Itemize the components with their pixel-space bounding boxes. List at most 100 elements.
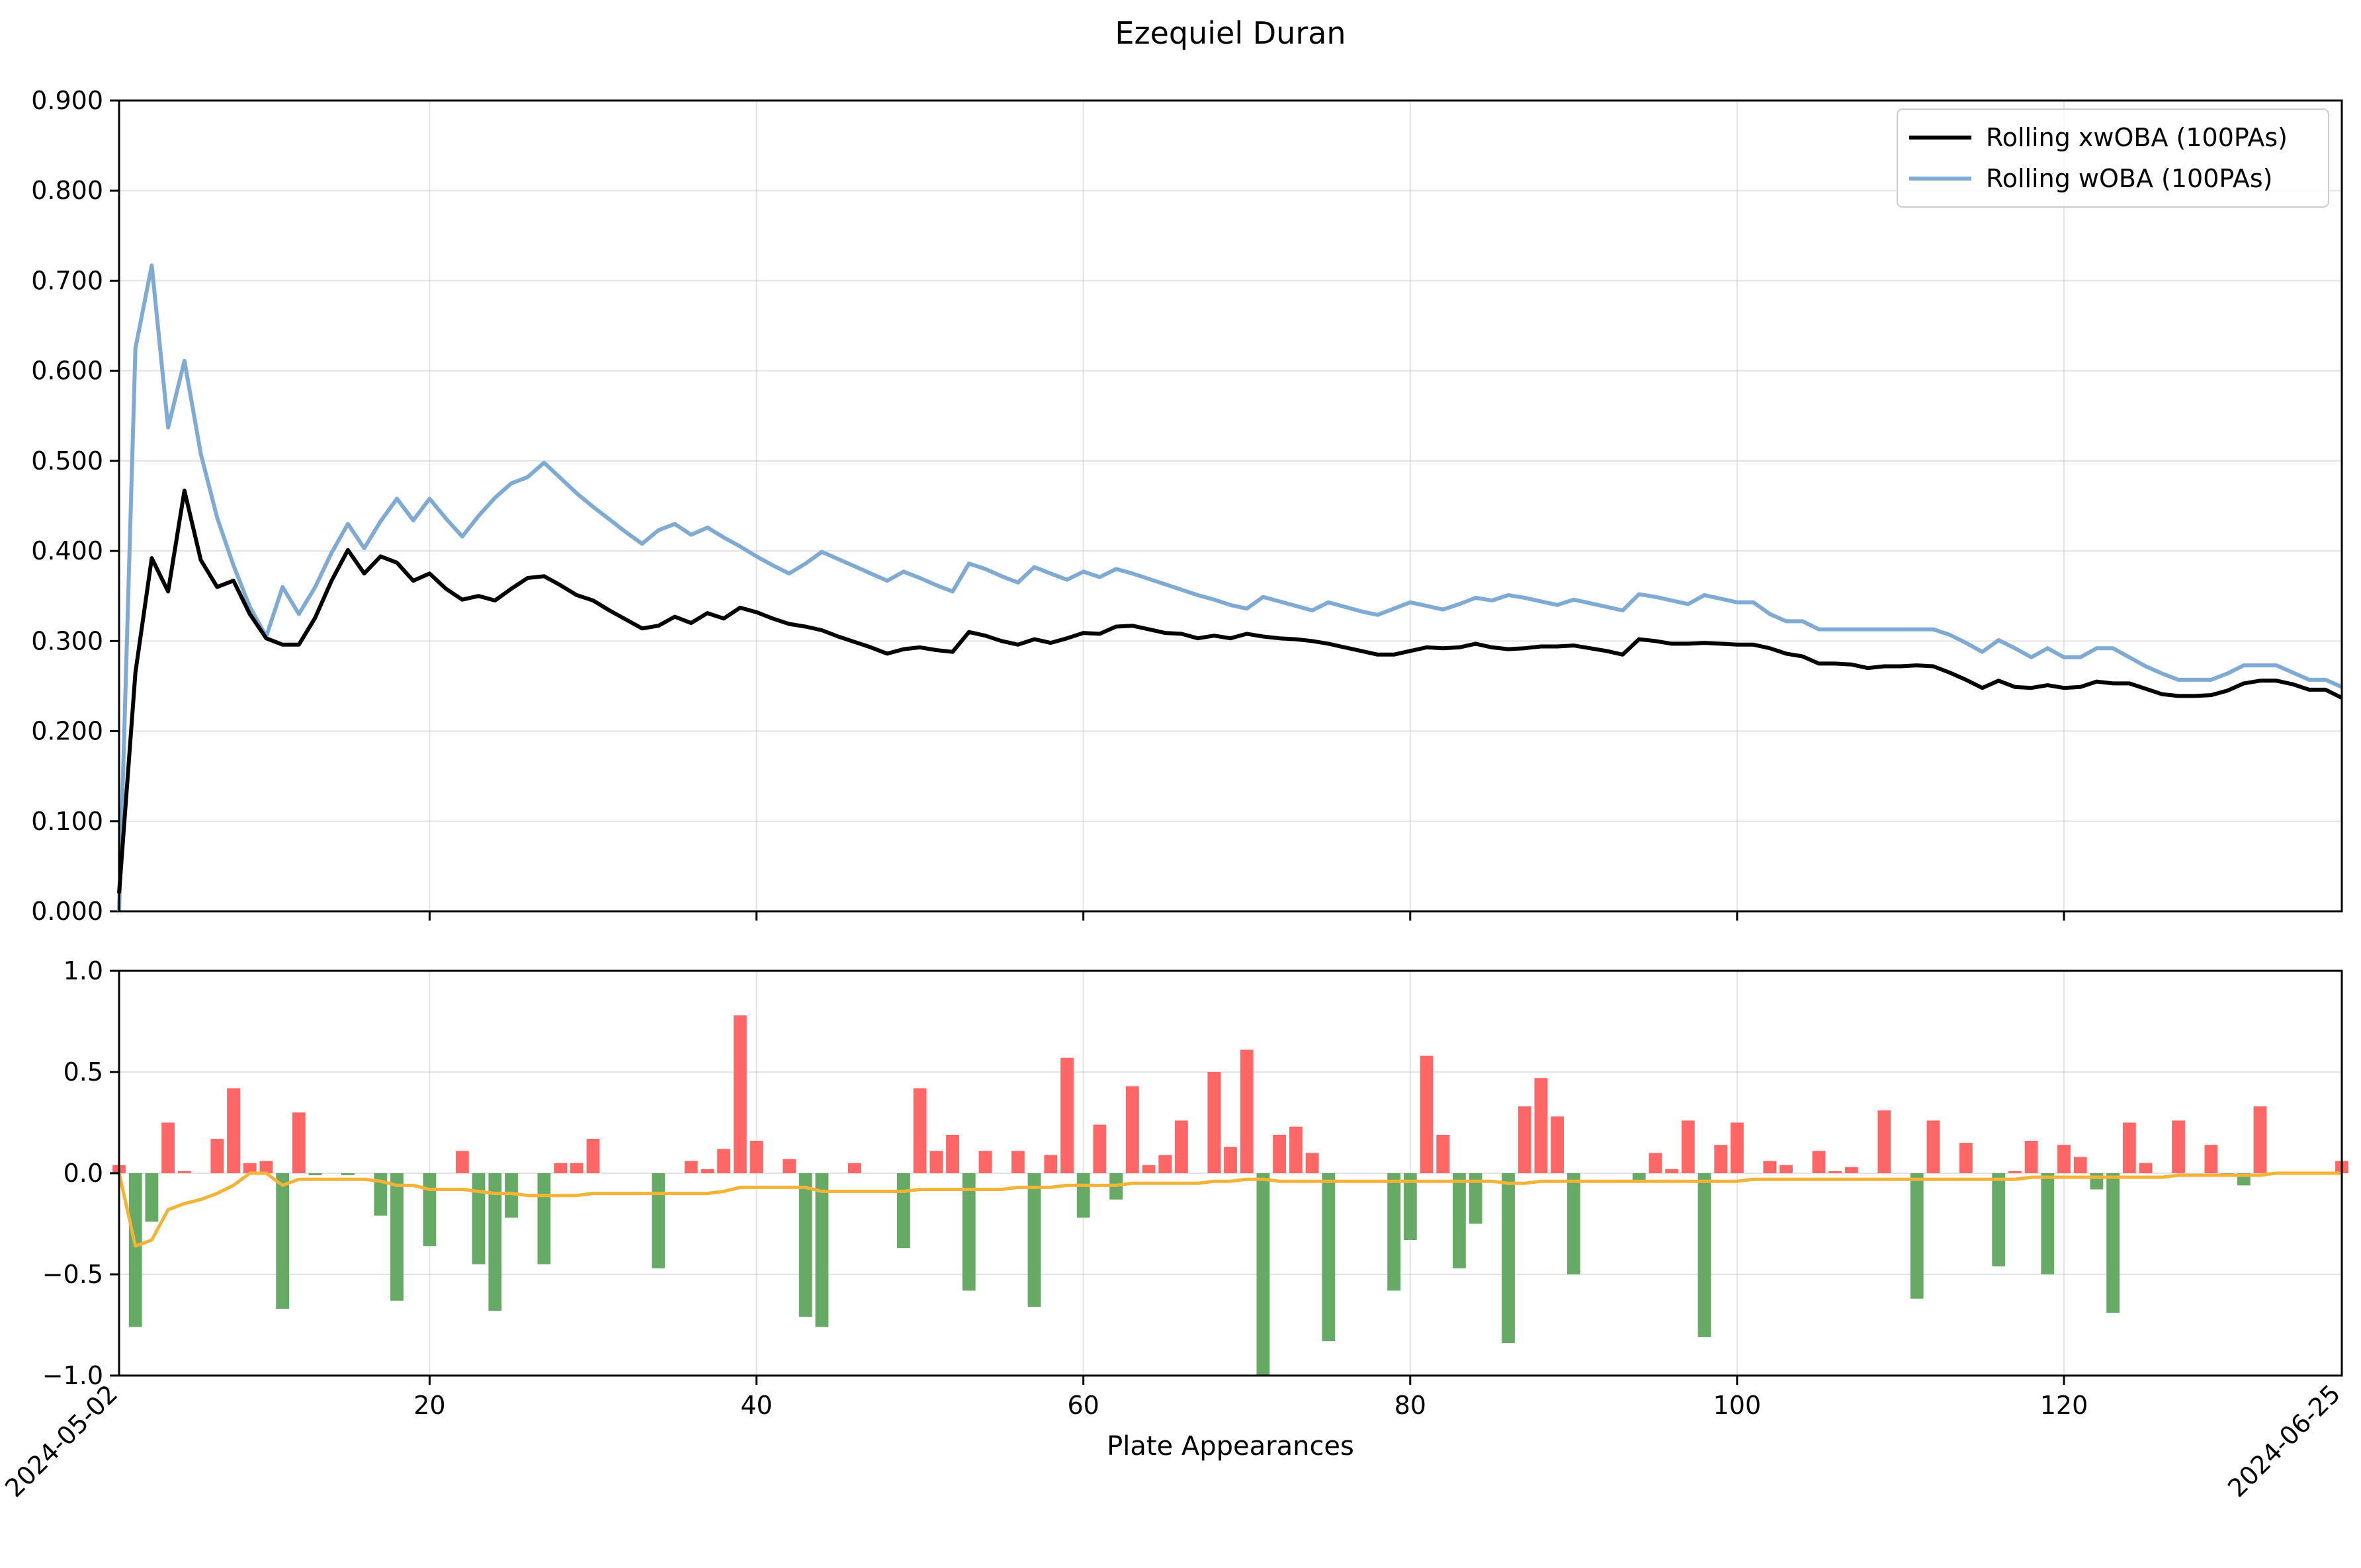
legend-label-xwoba: Rolling xwOBA (100PAs) [1986,123,2288,152]
diff-bar [733,1015,747,1173]
rolling-diff-line [117,1171,2342,1248]
bottom-y-tick-label: 0.5 [64,1057,103,1087]
diff-bar [1175,1120,1188,1173]
diff-bar [1828,1171,1842,1173]
diff-bar [1926,1120,1940,1173]
top-y-tick-label: 0.800 [31,176,103,205]
diff-bar [2204,1145,2218,1173]
top-grid [119,101,2342,911]
diff-bar [1697,1173,1711,1337]
diff-bar [455,1151,469,1173]
diff-bar [423,1173,437,1247]
diff-bar [2008,1171,2022,1173]
diff-bar [1403,1173,1417,1240]
diff-bar [259,1161,273,1173]
diff-bar [1502,1173,1515,1343]
diff-bar [1027,1173,1041,1307]
x-tick-label: 120 [2040,1391,2088,1420]
diff-bar [1518,1106,1531,1173]
diff-bar [128,1173,142,1327]
diff-bar [1322,1173,1336,1341]
diff-bar [798,1173,812,1317]
diff-bar [2122,1122,2136,1173]
diff-bar [1731,1122,1744,1173]
diff-bar [1812,1151,1826,1173]
diff-bar [2057,1145,2071,1173]
diff-bar [554,1163,567,1173]
top-y-axis: 0.000 0.100 0.200 0.300 0.400 0.500 0.600 0.700… [31,86,119,926]
top-series [117,263,2343,912]
diff-bar [1877,1110,1891,1173]
diff-bar [161,1122,175,1173]
x-tick-label: 20 [413,1391,445,1420]
diff-bar [1044,1155,1058,1173]
bottom-y-axis: −1.0 −0.5 0.0 0.5 1.0 [42,956,119,1390]
x-tick-label: 60 [1067,1391,1099,1420]
diff-bar [847,1163,861,1173]
diff-bar [684,1161,698,1173]
diff-bar [717,1149,730,1173]
diff-bar [1289,1126,1303,1173]
bottom-y-tick-label: −0.5 [42,1260,103,1289]
diff-bar [978,1151,992,1173]
diff-bar [1665,1169,1678,1173]
diff-bar [177,1171,191,1173]
diff-bar [1453,1173,1466,1268]
diff-bar [1093,1124,1107,1173]
diff-bar [750,1141,763,1173]
diff-bar [701,1169,714,1173]
top-x-axis [428,911,2065,921]
diff-bar [946,1134,959,1173]
diff-bar [537,1173,551,1264]
diff-bar [2041,1173,2055,1274]
diff-bar [1436,1134,1450,1173]
x-tick-label: 40 [740,1391,772,1420]
xwoba-line [117,488,2343,894]
top-y-tick-label: 0.300 [31,626,103,655]
diff-bar [2024,1141,2038,1173]
diff-bar [1844,1167,1858,1173]
diff-bar [1992,1173,2006,1266]
bottom-plot-frame [118,970,2343,1377]
bottom-x-axis: 20 40 60 80 100 120 [413,1376,2088,1420]
top-y-tick-label: 0.600 [31,356,103,386]
diff-bar [2073,1157,2087,1173]
diff-bar [1256,1173,1270,1376]
bottom-trend-line [117,1171,2342,1248]
top-y-tick-label: 0.200 [31,717,103,746]
diff-bar [1681,1120,1695,1173]
top-y-tick-label: 0.000 [31,897,103,926]
diff-bar [913,1088,927,1173]
diff-bar [472,1173,486,1264]
top-plot-frame [118,99,2343,913]
diff-bar [929,1151,943,1173]
x-tick-label: 80 [1395,1391,1426,1420]
diff-bar [1632,1173,1646,1182]
diff-bar [1567,1173,1580,1274]
bottom-y-tick-label: 0.0 [64,1159,103,1188]
diff-bar [1534,1078,1548,1173]
diff-bar [1469,1173,1482,1224]
diff-bar [1273,1134,1286,1173]
diff-bar [227,1088,240,1173]
diff-bar [1011,1151,1025,1173]
chart-title: Ezequiel Duran [1115,15,1346,51]
diff-bar [1420,1055,1434,1173]
bottom-y-tick-label: −1.0 [42,1361,103,1390]
legend-box [1897,108,2329,208]
diff-bar [1125,1086,1139,1173]
top-y-tick-label: 0.100 [31,807,103,836]
diff-bar [1910,1173,1924,1299]
diff-bar [1158,1155,1172,1173]
diff-bar [1142,1165,1156,1173]
diff-bar [1551,1116,1564,1173]
diff-bar [210,1139,224,1173]
diff-bar [783,1159,796,1173]
legend: Rolling xwOBA (100PAs) Rolling wOBA (100… [1897,108,2329,208]
bottom-bars [112,1015,2348,1376]
diff-bar [276,1173,289,1309]
diff-bar [1714,1145,1728,1173]
top-y-tick-label: 0.900 [31,86,103,115]
diff-bar [2139,1163,2153,1173]
